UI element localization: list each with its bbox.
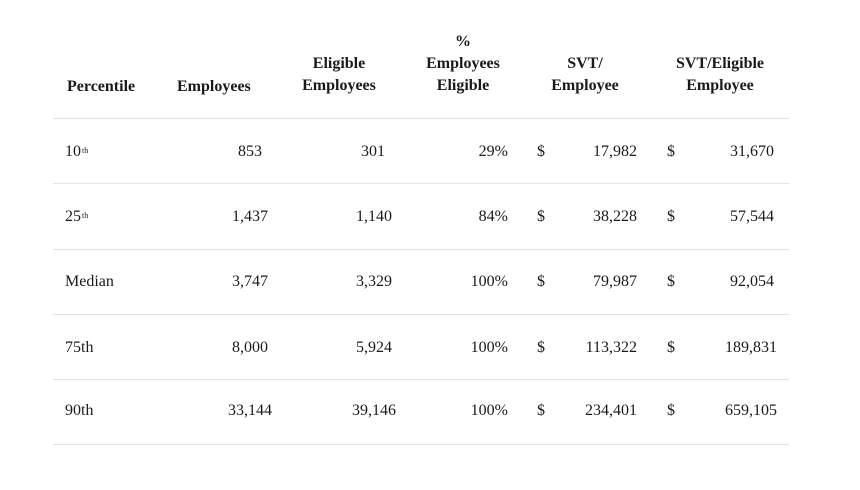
cell-svt-eligible: 57,544 [730, 208, 774, 225]
cell-eligible: 5,924 [356, 339, 392, 356]
cell-svt-employee: 17,982 [593, 143, 637, 160]
cell-pct-eligible: 84% [478, 208, 508, 225]
cell-pct-eligible: 100% [470, 402, 508, 419]
row-divider [53, 249, 789, 250]
row-divider [53, 314, 789, 315]
cell-employees: 33,144 [228, 402, 272, 419]
cell-svt-eligible: 31,670 [730, 143, 774, 160]
cell-currency-symbol: $ [537, 208, 545, 225]
cell-eligible: 1,140 [356, 208, 392, 225]
cell-svt-eligible: 92,054 [730, 273, 774, 290]
cell-employees: 3,747 [232, 273, 268, 290]
cell-currency-symbol: $ [537, 402, 545, 419]
cell-svt-employee: 79,987 [593, 273, 637, 290]
row-divider [53, 444, 789, 445]
header-pct-eligible: % Employees Eligible [426, 33, 500, 94]
cell-currency-symbol: $ [537, 143, 545, 160]
header-employees: Employees [177, 78, 251, 95]
cell-svt-employee: 234,401 [585, 402, 637, 419]
cell-currency-symbol: $ [667, 339, 675, 356]
header-percentile: Percentile [67, 78, 136, 95]
row-divider [53, 379, 789, 380]
cell-eligible: 3,329 [356, 273, 392, 290]
cell-percentile: 75th [65, 339, 94, 356]
cell-employees: 853 [238, 143, 262, 160]
cell-percentile: 10th [65, 143, 89, 160]
cell-svt-employee: 38,228 [593, 208, 637, 225]
cell-svt-employee: 113,322 [585, 339, 637, 356]
cell-percentile: Median [65, 273, 114, 290]
cell-currency-symbol: $ [667, 273, 675, 290]
cell-svt-eligible: 659,105 [725, 402, 777, 419]
cell-currency-symbol: $ [667, 208, 675, 225]
header-eligible-employees: Eligible Employees [302, 55, 376, 94]
cell-svt-eligible: 189,831 [725, 339, 777, 356]
cell-pct-eligible: 29% [478, 143, 508, 160]
cell-eligible: 39,146 [352, 402, 396, 419]
header-svt-eligible-employee: SVT/Eligible Employee [675, 55, 765, 94]
cell-pct-eligible: 100% [470, 273, 508, 290]
cell-employees: 8,000 [232, 339, 268, 356]
cell-pct-eligible: 100% [470, 339, 508, 356]
cell-currency-symbol: $ [667, 143, 675, 160]
row-divider [53, 183, 789, 184]
percentile-table: Percentile Employees Eligible Employees … [53, 0, 789, 490]
row-divider [53, 118, 789, 119]
cell-currency-symbol: $ [667, 402, 675, 419]
cell-employees: 1,437 [232, 208, 268, 225]
ordinal-suffix: th [82, 146, 89, 155]
cell-percentile: 25th [65, 208, 89, 225]
header-svt-employee: SVT/ Employee [551, 55, 619, 94]
ordinal-suffix: th [82, 211, 89, 220]
cell-eligible: 301 [361, 143, 385, 160]
cell-currency-symbol: $ [537, 339, 545, 356]
cell-percentile: 90th [65, 402, 94, 419]
cell-currency-symbol: $ [537, 273, 545, 290]
